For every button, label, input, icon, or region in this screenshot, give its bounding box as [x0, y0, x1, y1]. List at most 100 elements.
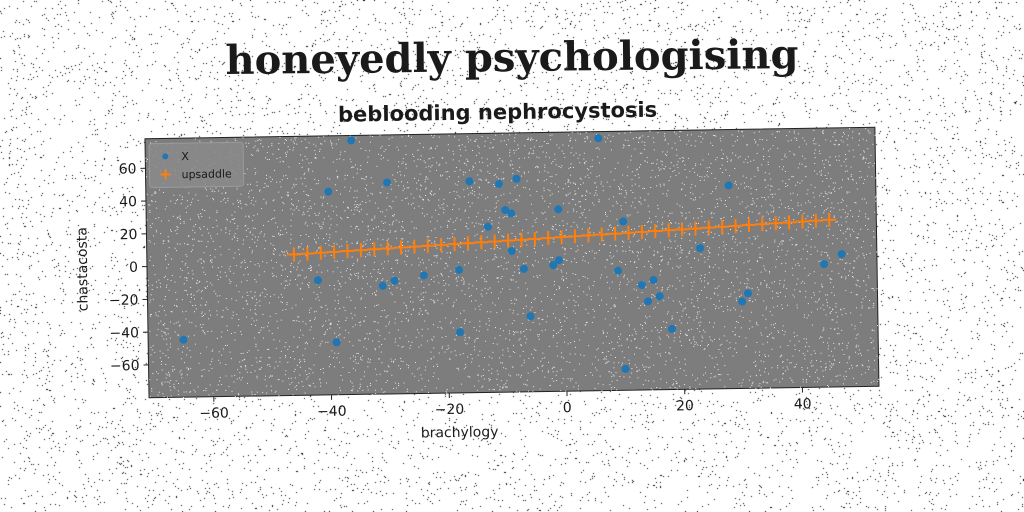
legend-marker-dot	[162, 153, 169, 160]
plus-marker	[768, 216, 783, 231]
plus-marker	[407, 239, 422, 254]
legend-label: upsaddle	[181, 167, 232, 181]
scatter-point	[820, 260, 829, 269]
plus-marker	[353, 243, 368, 258]
plus-marker	[286, 247, 301, 262]
plus-marker	[434, 237, 449, 252]
plus-marker	[527, 231, 542, 246]
scatter-point	[555, 256, 564, 265]
scatter-point	[507, 247, 516, 256]
legend-box	[148, 141, 245, 189]
scatter-point	[455, 265, 464, 274]
x-axis-label: brachylogy	[421, 424, 499, 441]
plus-marker	[701, 220, 716, 235]
scatter-point	[507, 209, 516, 218]
x-axis: −60 −40 −20 0 20 40	[199, 387, 812, 422]
plus-marker	[447, 237, 462, 252]
y-axis: −60 −40 −20 0 20 40 60	[109, 161, 149, 375]
scatter-point	[383, 178, 392, 187]
plus-marker	[474, 235, 489, 250]
plus-marker	[554, 230, 569, 245]
y-tick-label: −20	[109, 293, 139, 309]
scatter-point	[649, 275, 658, 284]
plus-marker	[300, 246, 315, 261]
plus-marker	[608, 226, 623, 241]
scatter-point	[526, 312, 535, 321]
x-tick-label: −20	[435, 402, 465, 418]
scatter-point	[667, 324, 676, 333]
chart-title: beblooding nephrocystosis	[338, 98, 657, 127]
scatter-point	[332, 338, 341, 347]
scatter-point	[619, 217, 628, 226]
plus-marker	[634, 224, 649, 239]
x-tick-label: 0	[563, 400, 572, 416]
scatter-point	[313, 276, 322, 285]
scatter-point	[378, 281, 387, 290]
y-tick-label: 20	[120, 227, 138, 243]
plus-marker	[581, 228, 596, 243]
y-axis-label: chastacosta	[74, 227, 91, 311]
scatter-point	[549, 261, 558, 270]
plus-marker	[420, 238, 435, 253]
y-tick-label: −60	[110, 358, 140, 374]
plus-marker	[367, 242, 382, 257]
scatter-point	[554, 205, 563, 214]
plot-area	[144, 126, 880, 399]
scatter-point	[179, 335, 188, 344]
plus-marker	[327, 244, 342, 259]
legend-label: X	[181, 150, 189, 163]
plus-marker	[661, 223, 676, 238]
scatter-point	[614, 266, 623, 275]
scatter-point	[324, 187, 333, 196]
plus-marker	[728, 218, 743, 233]
scatter-point	[743, 289, 752, 298]
scatter-point	[494, 180, 503, 189]
plus-marker	[460, 236, 475, 251]
y-tick-label: 40	[119, 194, 137, 210]
scatter-point	[501, 206, 510, 215]
scatter-point	[655, 292, 664, 301]
scatter-point	[696, 244, 705, 253]
plus-marker	[688, 221, 703, 236]
plus-marker	[514, 232, 529, 247]
plus-marker	[380, 241, 395, 256]
plus-marker	[567, 229, 583, 244]
plus-marker	[541, 230, 556, 246]
scatter-point	[738, 297, 747, 306]
legend-marker-plus	[160, 169, 171, 180]
scatter-point	[643, 297, 652, 306]
plus-marker	[675, 222, 690, 237]
x-tick-label: 20	[676, 398, 694, 414]
scatter-point	[621, 364, 630, 373]
y-tick-label: 0	[129, 260, 138, 276]
scatter-point	[519, 264, 528, 273]
plus-marker	[822, 212, 837, 227]
scatter-point	[594, 134, 603, 143]
plus-marker	[808, 213, 823, 228]
scatter-point	[456, 328, 465, 337]
y-tick-label: −40	[109, 325, 139, 341]
plus-marker	[755, 217, 770, 232]
scatter-point	[837, 250, 846, 259]
scatter-point	[724, 181, 733, 190]
scatter-point	[483, 222, 492, 231]
data-marks	[179, 134, 846, 373]
scatter-point	[419, 271, 428, 280]
scatter-point	[637, 281, 646, 290]
scatter-point	[390, 276, 399, 285]
plus-marker	[782, 215, 797, 230]
x-tick-label: −40	[317, 404, 347, 420]
x-tick-label: 40	[794, 396, 812, 412]
y-tick-label: 60	[119, 161, 137, 177]
plus-marker	[648, 224, 663, 239]
plus-marker	[594, 227, 609, 242]
plus-marker	[394, 240, 409, 255]
plus-marker	[715, 219, 730, 234]
plus-marker	[621, 225, 636, 240]
plus-marker	[487, 234, 502, 249]
plus-marker	[313, 245, 328, 260]
plus-marker	[741, 217, 756, 233]
scatter-point	[512, 174, 521, 183]
